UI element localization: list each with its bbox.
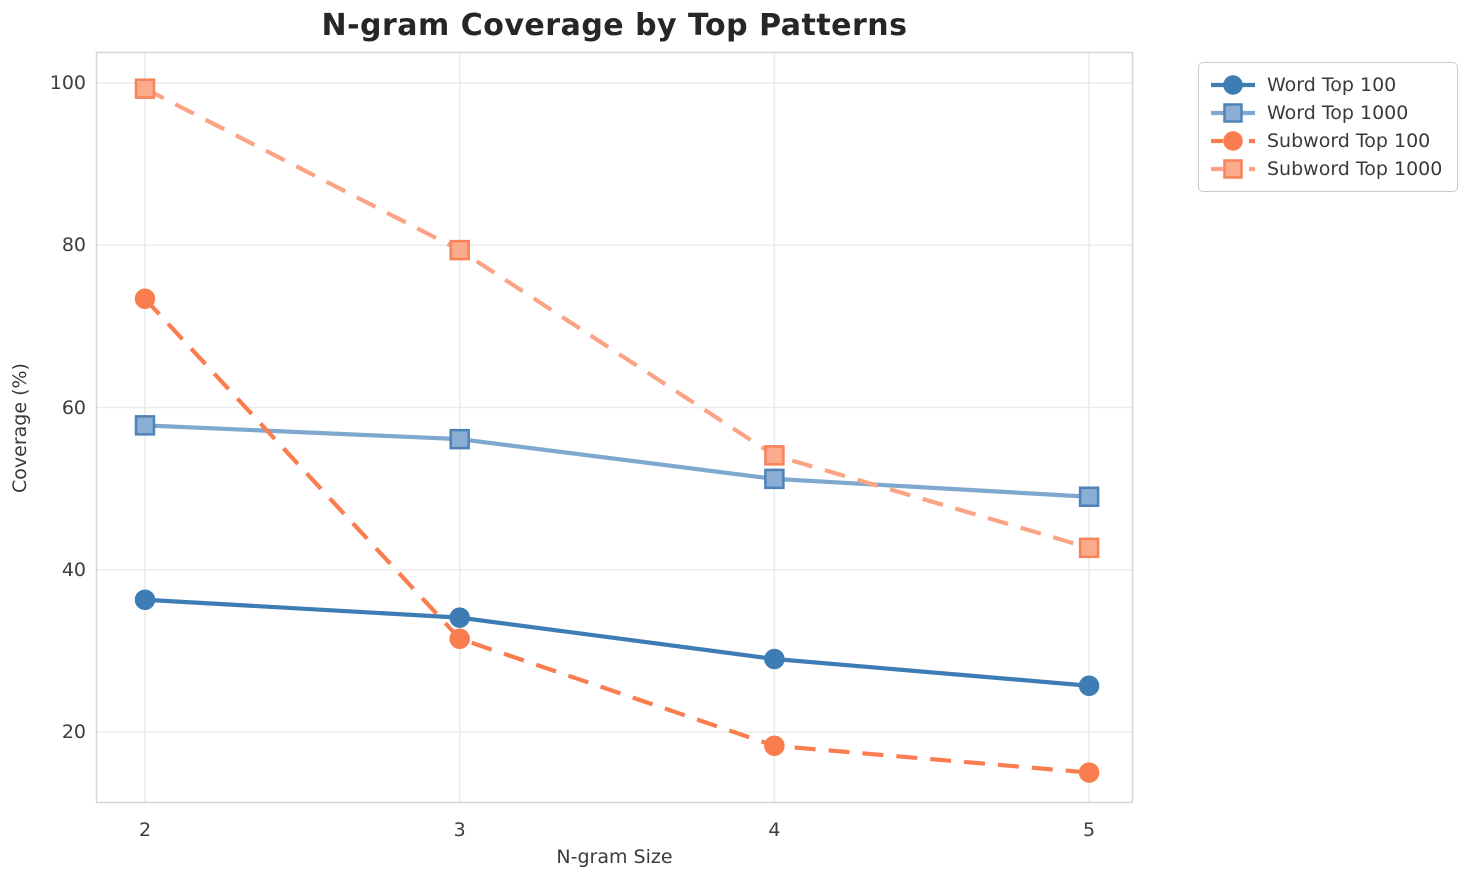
legend-item: Word Top 1000 — [1209, 100, 1447, 126]
data-point-marker — [134, 589, 156, 611]
x-axis-label: N-gram Size — [556, 846, 673, 868]
data-point-marker — [1078, 762, 1100, 783]
data-point-marker — [764, 468, 785, 490]
data-point-marker — [134, 78, 156, 99]
y-axis-tick-label: 40 — [61, 558, 86, 581]
plot-group — [95, 51, 1134, 804]
series-line — [144, 86, 1090, 550]
legend-item: Subword Top 100 — [1209, 128, 1447, 154]
data-point-marker — [449, 628, 470, 649]
y-axis-label: Coverage (%) — [9, 363, 31, 493]
legend-item-label: Subword Top 1000 — [1267, 158, 1443, 180]
axes-spine — [95, 51, 1134, 804]
legend-line-square-marker-icon — [1211, 159, 1255, 179]
legend-line-circle-marker-icon — [1211, 75, 1255, 95]
y-axis-tick-label: 20 — [61, 721, 86, 743]
legend-line-square-marker-icon — [1211, 103, 1255, 123]
data-point-marker — [764, 445, 785, 466]
legend: Word Top 100 Word Top 1000 Subword Top 100… — [1198, 62, 1458, 192]
legend-item-label: Word Top 100 — [1267, 74, 1397, 96]
legend-line-circle-marker-icon — [1211, 131, 1255, 151]
legend-marker — [1223, 75, 1243, 95]
data-point-marker — [449, 428, 470, 450]
data-point-marker — [134, 415, 156, 436]
legend-marker — [1223, 159, 1243, 179]
legend-marker — [1223, 103, 1243, 123]
x-axis-tick-label: 4 — [768, 819, 781, 841]
legend-marker — [1223, 131, 1243, 151]
legend-item-label: Subword Top 100 — [1267, 130, 1431, 152]
legend-item-label: Word Top 1000 — [1267, 102, 1409, 124]
x-axis-tick-label: 2 — [138, 819, 152, 841]
data-point-marker — [764, 648, 785, 670]
data-point-marker — [449, 607, 470, 628]
data-point-marker — [134, 288, 156, 310]
chart-title: N-gram Coverage by Top Patterns — [321, 8, 908, 43]
data-point-marker — [1078, 537, 1100, 559]
series-line — [144, 597, 1090, 688]
y-axis-tick-label: 100 — [49, 72, 86, 94]
y-axis-tick-label: 80 — [61, 234, 86, 257]
legend-item: Word Top 100 — [1209, 72, 1447, 98]
series-line — [144, 423, 1090, 499]
y-axis-tick-label: 60 — [61, 396, 86, 419]
legend-item: Subword Top 1000 — [1209, 156, 1447, 182]
series-line — [143, 297, 1090, 775]
data-point-marker — [764, 735, 785, 757]
data-point-marker — [449, 239, 470, 261]
x-axis-tick-label: 3 — [453, 819, 466, 841]
x-axis-tick-label: 5 — [1083, 819, 1096, 841]
data-point-marker — [1078, 675, 1100, 697]
data-point-marker — [1078, 486, 1100, 507]
